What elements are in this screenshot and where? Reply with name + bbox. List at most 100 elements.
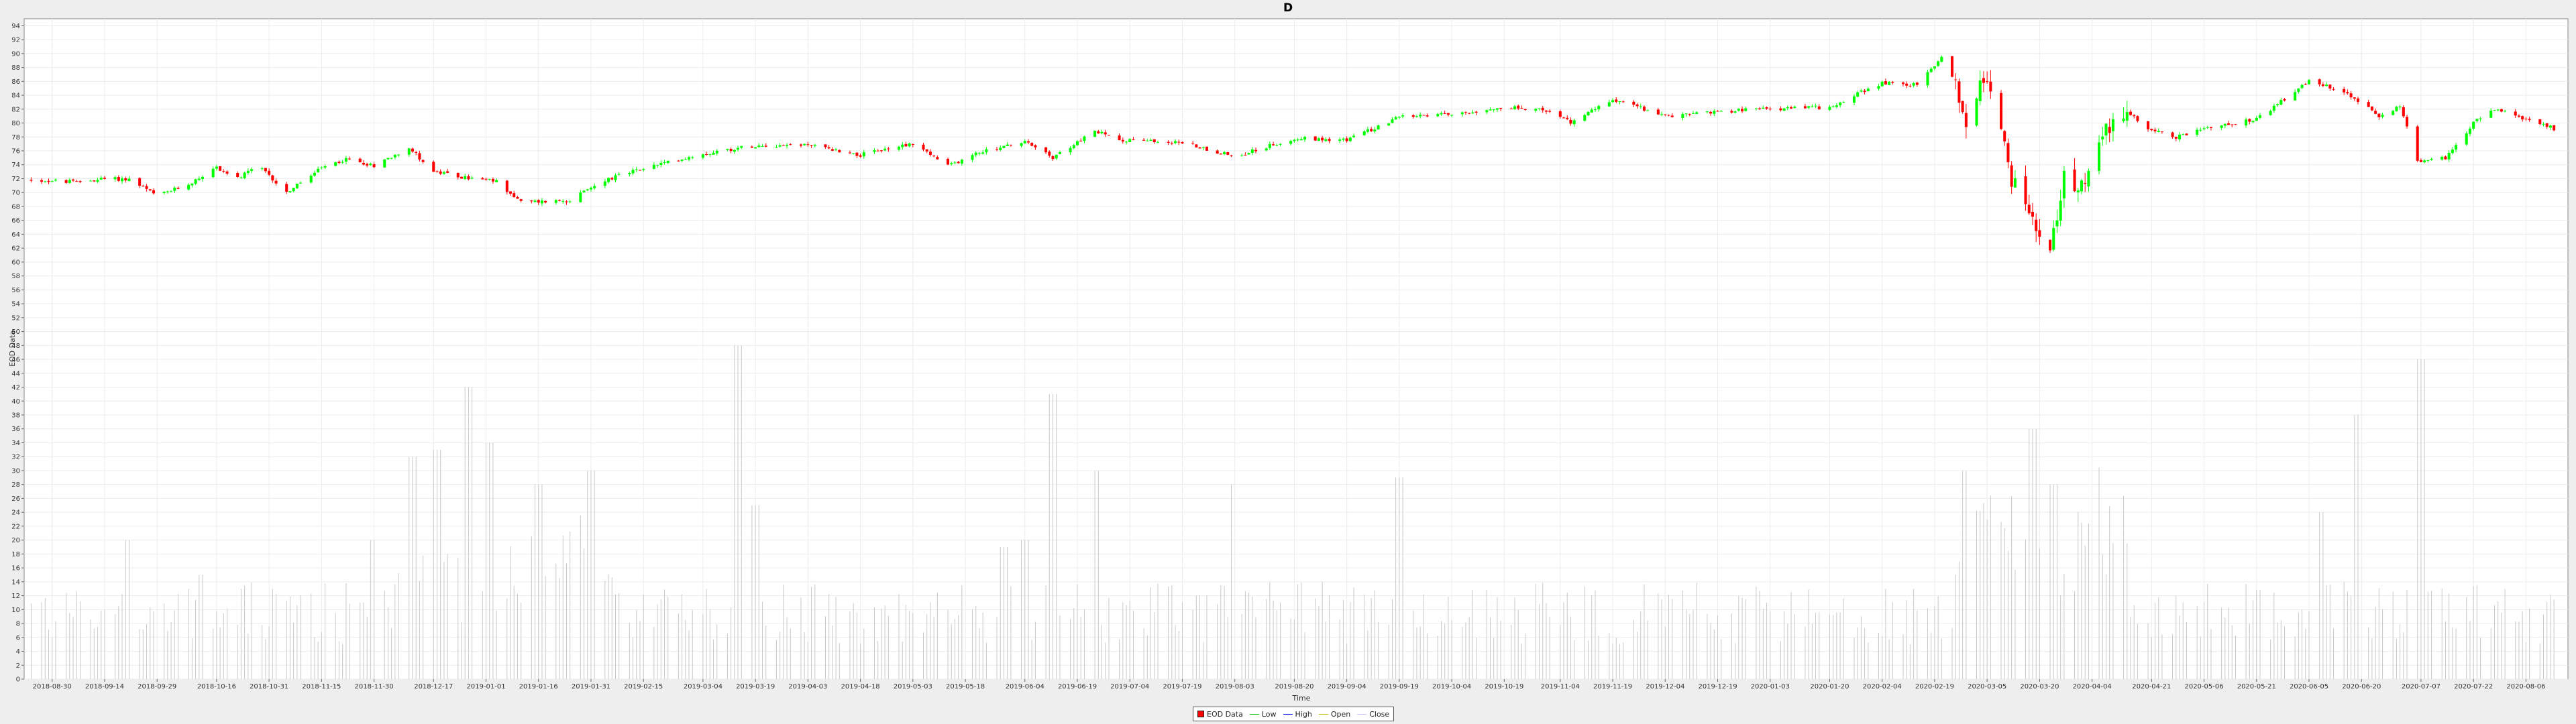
candle-body [1495, 108, 1499, 110]
candle-body [1443, 113, 1446, 114]
candle-body [1615, 99, 1618, 102]
candle-body [467, 176, 470, 180]
candle-body [236, 173, 239, 178]
candle-body [638, 170, 642, 171]
y-tick-label: 10 [11, 607, 20, 614]
candle-body [911, 143, 914, 145]
candle-body [264, 168, 267, 172]
candle-body [442, 172, 445, 174]
candle-body [162, 192, 166, 194]
candle-body [1296, 139, 1299, 141]
candle-body [1940, 56, 1943, 62]
y-tick-label: 92 [11, 37, 20, 44]
candle-body [1839, 102, 1842, 106]
x-tick-label: 2018-10-16 [197, 683, 236, 690]
candle-body [782, 145, 785, 146]
candle-body [2318, 79, 2321, 84]
candle-body [89, 180, 93, 182]
candle-body [2548, 125, 2552, 128]
x-tick-label: 2020-03-05 [1968, 683, 2006, 690]
candle-body [435, 171, 439, 172]
candle-body [830, 149, 834, 151]
candle-body [127, 178, 131, 182]
candle-body [1142, 139, 1146, 141]
candle-body [460, 176, 464, 179]
candle-body [2475, 119, 2479, 121]
candle-body [946, 158, 950, 165]
y-tick-label: 20 [11, 537, 20, 544]
candle-body [2153, 129, 2157, 131]
candle-body [530, 200, 533, 202]
x-tick-label: 2019-04-18 [841, 683, 880, 690]
y-tick-label: 34 [11, 440, 20, 447]
candle-body [1201, 147, 1205, 148]
candle-body [2500, 109, 2503, 112]
candle-body [260, 168, 264, 170]
candle-body [554, 200, 557, 203]
candle-body [215, 166, 218, 169]
y-tick-label: 32 [11, 454, 20, 461]
candle-body [1901, 82, 1904, 84]
candle-body [40, 180, 44, 182]
candle-body [2542, 123, 2545, 125]
candle-body [2035, 219, 2038, 231]
candle-body [1607, 102, 1611, 107]
candle-body [2304, 84, 2307, 85]
candle-body [1226, 152, 1230, 155]
candle-body [1023, 141, 1026, 143]
candle-body [495, 180, 498, 182]
x-tick-label: 2018-09-14 [85, 683, 124, 690]
candle-body [1961, 101, 1964, 113]
candle-body [78, 181, 82, 182]
candle-body [250, 169, 254, 171]
candle-body [1929, 68, 1933, 72]
candle-body [1642, 107, 1646, 111]
candle-body [432, 162, 435, 172]
plot-background [23, 18, 2569, 680]
candle-body [2455, 145, 2458, 150]
candle-body [656, 164, 659, 166]
candle-body [407, 148, 411, 155]
candle-body [1786, 107, 1789, 109]
candle-body [1912, 82, 1915, 86]
candle-body [2325, 84, 2328, 86]
x-tick-label: 2019-01-31 [572, 683, 610, 690]
x-tick-label: 2018-08-30 [33, 683, 72, 690]
x-tick-label: 2020-05-21 [2237, 683, 2276, 690]
candle-body [1866, 88, 1870, 92]
candle-body [1415, 116, 1418, 117]
y-tick-label: 94 [11, 23, 20, 30]
candle-body [2248, 119, 2251, 122]
candle-body [1583, 115, 1587, 121]
candle-body [2343, 88, 2346, 93]
candle-body [2419, 160, 2422, 162]
x-tick-label: 2019-06-19 [1058, 683, 1097, 690]
legend-item: Close [1357, 710, 1389, 719]
candle-body [2307, 80, 2311, 84]
candle-body [1436, 114, 1440, 117]
candle-body [1811, 106, 1814, 107]
candle-body [1026, 141, 1030, 143]
candle-body [397, 154, 400, 156]
candle-body [750, 146, 753, 148]
candle-body [313, 172, 316, 176]
x-tick-label: 2020-05-06 [2184, 683, 2223, 690]
candle-body [1737, 109, 1740, 111]
y-tick-label: 26 [11, 495, 20, 503]
candle-body [243, 172, 246, 178]
y-tick-label: 66 [11, 217, 20, 225]
y-tick-label: 30 [11, 467, 20, 475]
candle-body [1020, 143, 1023, 146]
candle-body [2332, 88, 2335, 90]
candle-body [684, 159, 687, 160]
candle-body [418, 153, 421, 160]
candle-body [1419, 115, 1422, 117]
candle-body [1618, 101, 1621, 103]
candle-body [1370, 129, 1373, 131]
y-tick-label: 74 [11, 162, 20, 169]
candle-body [358, 158, 362, 163]
x-tick-label: 2019-01-01 [466, 683, 505, 690]
y-tick-label: 78 [11, 134, 20, 141]
y-tick-label: 40 [11, 398, 20, 406]
candle-body [2426, 160, 2430, 161]
